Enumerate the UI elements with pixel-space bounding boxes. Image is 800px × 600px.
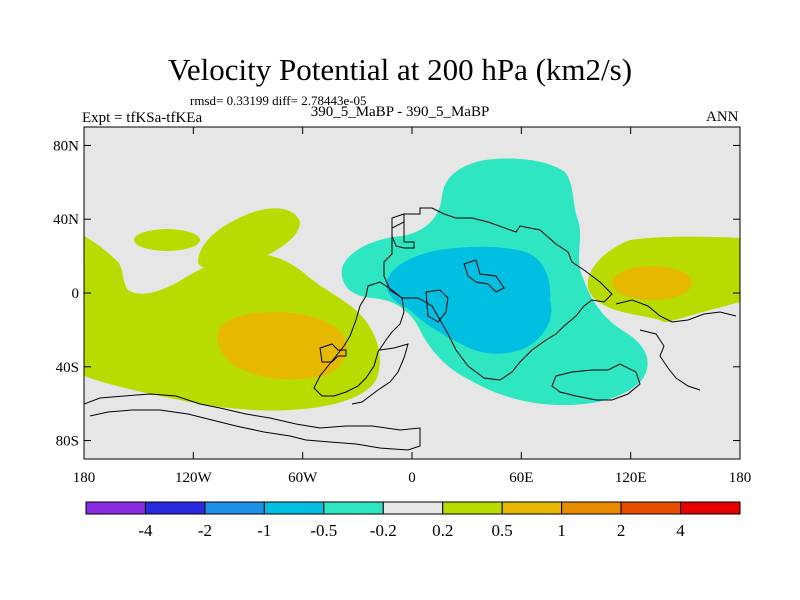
contour-fill-orange-wpacific — [612, 266, 692, 300]
colorbar-swatch — [263, 501, 325, 515]
colorbar-label: 4 — [676, 521, 685, 540]
coastline-greenland — [463, 259, 505, 293]
colorbar-label: -4 — [138, 521, 153, 540]
x-tick-label: 120E — [615, 470, 647, 486]
colorbar-swatch — [680, 501, 741, 515]
colorbar-swatch — [144, 501, 206, 515]
colorbar-swatch — [620, 501, 682, 515]
x-tick-label: 60E — [509, 470, 533, 486]
x-tick-label: 60W — [288, 470, 318, 486]
coastline-indonesia — [615, 299, 737, 323]
season-label: ANN — [706, 109, 739, 125]
experiment-label: Expt = tfKSa-tfKEa — [82, 110, 203, 126]
colorbar-swatch — [323, 501, 384, 515]
coastline-africa-eurasia — [383, 207, 613, 381]
colorbar-swatch — [501, 501, 563, 515]
colorbar-label: -0.2 — [370, 521, 397, 540]
colorbar-label: 0.2 — [432, 521, 453, 540]
coastline-north-landmass — [391, 213, 415, 249]
colorbar-label: -0.5 — [310, 521, 337, 540]
x-tick-label: 180 — [729, 470, 752, 486]
colorbar-label: -1 — [257, 521, 271, 540]
coastline-antarctica — [84, 393, 421, 451]
colorbar-swatch — [561, 501, 622, 515]
contour-fill-orange-spacific — [217, 312, 347, 380]
case-label: 390_5_MaBP - 390_5_MaBP — [310, 104, 490, 120]
contour-fill-greenyellow-north-small — [134, 229, 200, 251]
coastline-south-america-tail — [351, 343, 409, 405]
colorbar-swatch — [204, 501, 265, 515]
colorbar-label: 1 — [557, 521, 566, 540]
x-tick-label: 0 — [408, 470, 416, 486]
coastline-atlantic-islands — [425, 289, 449, 323]
colorbar-swatch — [85, 501, 146, 515]
coastline-mexico-box — [319, 343, 347, 363]
stats-line: rmsd= 0.33199 diff= 2.78443e-05 — [190, 93, 367, 108]
coastlines — [84, 207, 737, 451]
x-axis: 180 120W 60W 0 60E 120E 180 — [73, 127, 752, 486]
contour-fill-blue — [386, 246, 552, 354]
contour-fill-greenyellow-north-large — [198, 208, 300, 269]
coastline-americas-south — [313, 281, 405, 397]
colorbar-label: 0.5 — [492, 521, 513, 540]
y-tick-label: 80N — [53, 138, 79, 154]
colorbar-label: 2 — [617, 521, 626, 540]
y-tick-label: 40N — [53, 212, 79, 228]
x-tick-label: 120W — [175, 470, 213, 486]
y-tick-label: 0 — [72, 286, 80, 302]
coastline-australia — [551, 363, 641, 401]
colorbar: -4 -2 -1 -0.5 -0.2 0.2 0.5 1 2 4 — [85, 501, 741, 540]
contour-fills — [84, 158, 740, 411]
colorbar-swatch — [442, 501, 503, 515]
y-axis: 80N 40N 0 40S 80S — [53, 138, 740, 450]
y-tick-label: 80S — [56, 434, 79, 450]
plot-area — [83, 126, 741, 460]
coastline-wpacific-islands — [639, 329, 701, 391]
chart-title: Velocity Potential at 200 hPa (km2/s) — [167, 52, 633, 87]
colorbar-swatch — [382, 501, 444, 515]
colorbar-label: -2 — [198, 521, 212, 540]
y-tick-label: 40S — [56, 360, 79, 376]
x-tick-label: 180 — [73, 470, 96, 486]
